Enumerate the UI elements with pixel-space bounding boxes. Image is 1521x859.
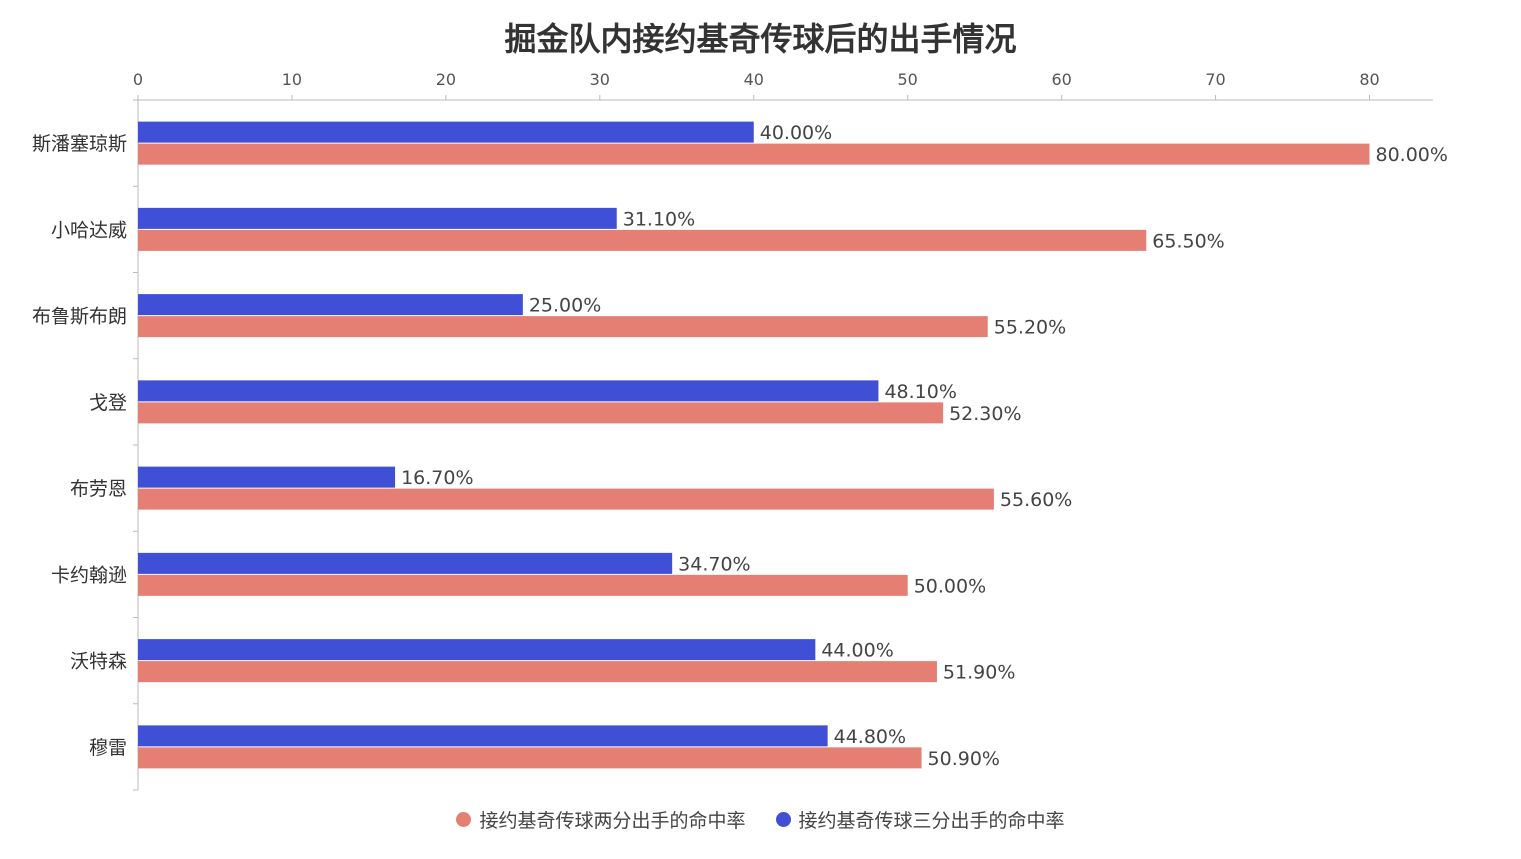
x-tick-label: 50 <box>898 70 918 89</box>
y-category-label: 戈登 <box>89 392 127 414</box>
legend-marker-two-point <box>456 812 472 827</box>
bar-three-point-label: 44.00% <box>821 640 893 662</box>
bar-three-point <box>138 552 673 574</box>
y-category-label: 布劳恩 <box>70 478 127 500</box>
x-tick-label: 0 <box>133 70 143 89</box>
legend: 接约基奇传球两分出手的命中率 接约基奇传球三分出手的命中率 <box>0 806 1521 833</box>
x-tick-label: 80 <box>1359 70 1379 89</box>
bar-two-point <box>138 661 937 683</box>
bar-three-point-label: 31.10% <box>623 208 695 230</box>
bar-three-point <box>138 207 617 229</box>
bar-two-point <box>138 229 1147 251</box>
bar-three-point-label: 40.00% <box>760 122 832 144</box>
y-category-label: 沃特森 <box>70 651 127 673</box>
bar-three-point <box>138 639 816 661</box>
x-tick-label: 40 <box>744 70 764 89</box>
legend-item-three-point[interactable]: 接约基奇传球三分出手的命中率 <box>775 806 1065 833</box>
y-category-label: 穆雷 <box>89 737 127 759</box>
y-category-label: 斯潘塞琼斯 <box>32 133 127 155</box>
bar-three-point-label: 25.00% <box>529 295 601 317</box>
bar-two-point <box>138 574 908 596</box>
bar-two-point <box>138 143 1370 165</box>
bar-two-point <box>138 747 922 769</box>
x-tick-label: 70 <box>1205 70 1225 89</box>
chart-title: 掘金队内接约基奇传球后的出手情况 <box>504 20 1017 58</box>
bar-three-point <box>138 466 396 488</box>
bar-two-point-label: 65.50% <box>1152 230 1224 252</box>
bar-two-point-label: 55.20% <box>994 317 1066 339</box>
bar-two-point <box>138 316 988 338</box>
legend-item-two-point[interactable]: 接约基奇传球两分出手的命中率 <box>456 806 745 833</box>
bar-three-point-label: 34.70% <box>678 553 750 575</box>
bar-three-point <box>138 380 879 402</box>
legend-label-two-point: 接约基奇传球两分出手的命中率 <box>479 810 746 832</box>
bar-three-point <box>138 294 523 316</box>
bar-two-point <box>138 488 994 510</box>
legend-marker-three-point <box>775 812 791 827</box>
x-tick-label: 20 <box>436 70 456 89</box>
bar-three-point-label: 48.10% <box>884 381 956 403</box>
bar-three-point <box>138 121 754 143</box>
bar-two-point-label: 50.00% <box>914 575 986 597</box>
bar-two-point-label: 55.60% <box>1000 489 1072 511</box>
bar-two-point-label: 80.00% <box>1376 144 1448 166</box>
y-category-label: 小哈达威 <box>51 219 127 241</box>
bar-two-point <box>138 402 944 424</box>
bar-two-point-label: 50.90% <box>928 748 1000 770</box>
bar-two-point-label: 51.90% <box>943 662 1015 684</box>
x-tick-label: 60 <box>1051 70 1071 89</box>
x-tick-label: 30 <box>590 70 610 89</box>
legend-label-three-point: 接约基奇传球三分出手的命中率 <box>798 810 1065 832</box>
bar-two-point-label: 52.30% <box>949 403 1021 425</box>
y-category-label: 布鲁斯布朗 <box>32 306 127 328</box>
bar-three-point-label: 44.80% <box>834 726 906 748</box>
bar-three-point <box>138 725 828 747</box>
bar-three-point-label: 16.70% <box>401 467 473 489</box>
y-category-label: 卡约翰逊 <box>51 564 127 586</box>
x-tick-label: 10 <box>282 70 302 89</box>
